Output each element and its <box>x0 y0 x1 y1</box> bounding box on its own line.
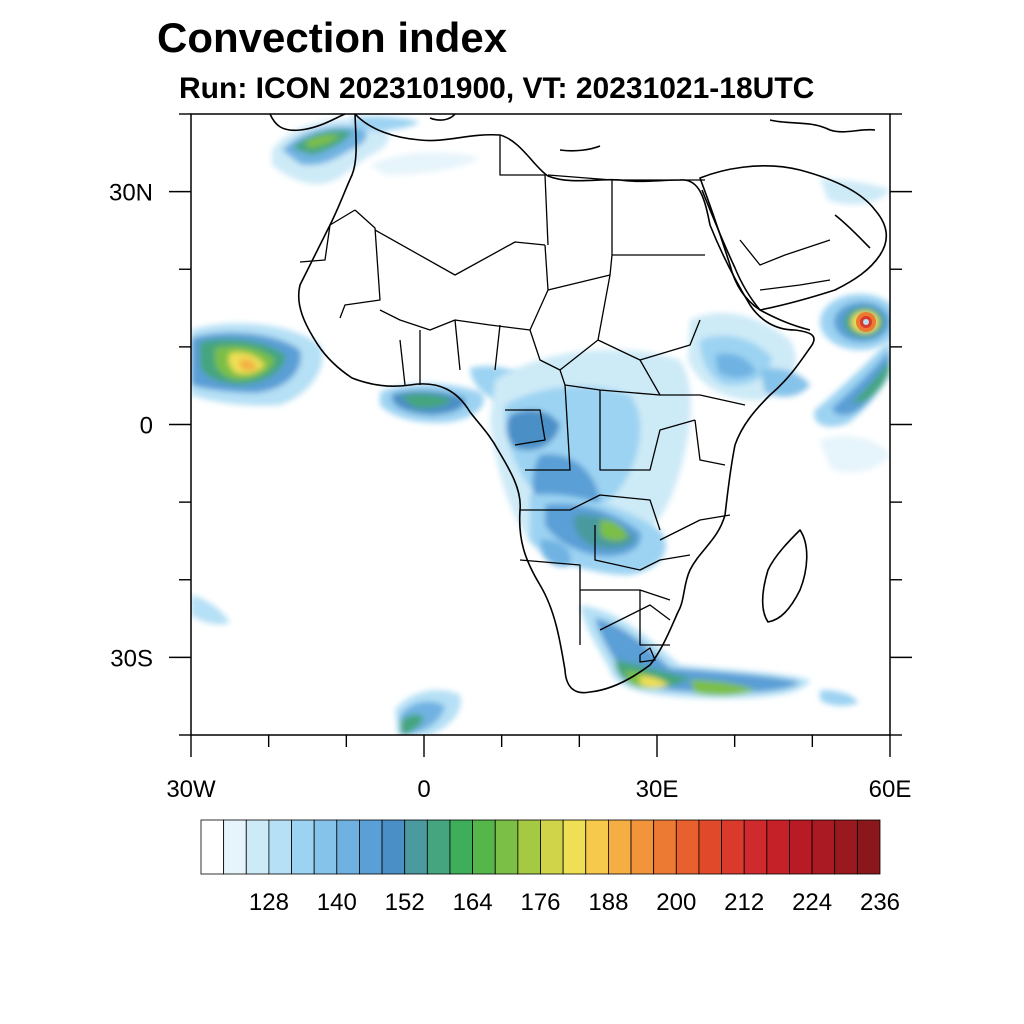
west-atlantic-itcz-cluster <box>191 323 323 406</box>
colorbar-swatch <box>404 819 428 875</box>
south-atlantic-cloud <box>191 595 461 735</box>
colorbar-label: 176 <box>520 889 560 916</box>
chart-subtitle: Run: ICON 2023101900, VT: 20231021-18UTC <box>179 72 815 105</box>
iberia-coastline <box>269 114 346 132</box>
colorbar-label: 236 <box>860 889 900 916</box>
colorbar-label: 128 <box>249 889 289 916</box>
colorbar-swatch <box>721 819 745 875</box>
lon-tick-label: 30W <box>166 776 216 803</box>
colorbar <box>200 819 881 875</box>
arabia-coastline <box>699 165 888 311</box>
axis-tick-labels: 30N 0 30S 30W 0 30E 60E <box>109 180 911 803</box>
colorbar-swatch <box>834 819 858 875</box>
convection-field <box>191 116 890 735</box>
colorbar-swatch <box>653 819 677 875</box>
lon-tick-label: 30E <box>636 776 679 803</box>
colorbar-swatch <box>313 819 338 875</box>
colorbar-swatch <box>789 819 813 875</box>
colorbar-swatch <box>630 819 655 875</box>
lon-tick-label: 60E <box>869 776 912 803</box>
africa-coastline <box>297 114 815 694</box>
colorbar-swatch <box>585 819 609 875</box>
colorbar-labels: 128 140 152 164 176 188 200 212 224 236 <box>249 889 900 916</box>
madagascar-coastline <box>761 529 808 623</box>
colorbar-swatch <box>517 819 541 875</box>
colorbar-swatch <box>449 819 474 875</box>
coastlines-and-borders <box>269 114 888 694</box>
colorbar-swatch <box>743 819 768 875</box>
colorbar-label: 188 <box>588 889 628 916</box>
colorbar-label: 152 <box>385 889 425 916</box>
lat-tick-label: 0 <box>140 413 153 440</box>
colorbar-swatch <box>811 819 836 875</box>
colorbar-swatch <box>562 819 587 875</box>
colorbar-swatch <box>472 819 496 875</box>
colorbar-swatch <box>291 819 315 875</box>
colorbar-swatch <box>766 819 790 875</box>
colorbar-swatch <box>359 819 383 875</box>
colorbar-swatch <box>540 819 564 875</box>
zambia-convection <box>530 494 666 575</box>
colorbar-label: 200 <box>656 889 696 916</box>
colorbar-swatch <box>426 819 451 875</box>
colorbar-swatch <box>494 819 519 875</box>
colorbar-swatch <box>245 819 270 875</box>
lat-tick-label: 30S <box>110 645 153 672</box>
indian-ocean-band <box>814 178 890 473</box>
colorbar-swatch <box>698 819 722 875</box>
colorbar-label: 212 <box>724 889 764 916</box>
axis-ticks <box>169 113 912 757</box>
colorbar-swatch <box>381 819 406 875</box>
colorbar-swatch <box>608 819 632 875</box>
chart-title: Convection index <box>157 14 508 61</box>
colorbar-swatch <box>268 819 292 875</box>
arabian-sea-cyclone <box>820 294 890 350</box>
colorbar-label: 140 <box>317 889 357 916</box>
lon-tick-label: 0 <box>417 776 430 803</box>
north-atlantic-cyclone <box>272 116 480 185</box>
country-borders <box>299 135 831 663</box>
colorbar-label: 224 <box>792 889 832 916</box>
ethiopia-highlands <box>688 312 810 401</box>
south-africa-front <box>580 605 858 706</box>
colorbar-swatch <box>200 819 225 875</box>
colorbar-swatch <box>336 819 360 875</box>
lat-tick-label: 30N <box>109 180 153 207</box>
colorbar-label: 164 <box>453 889 493 916</box>
colorbar-swatch <box>223 819 247 875</box>
colorbar-swatch <box>675 819 700 875</box>
colorbar-swatch <box>856 819 881 875</box>
